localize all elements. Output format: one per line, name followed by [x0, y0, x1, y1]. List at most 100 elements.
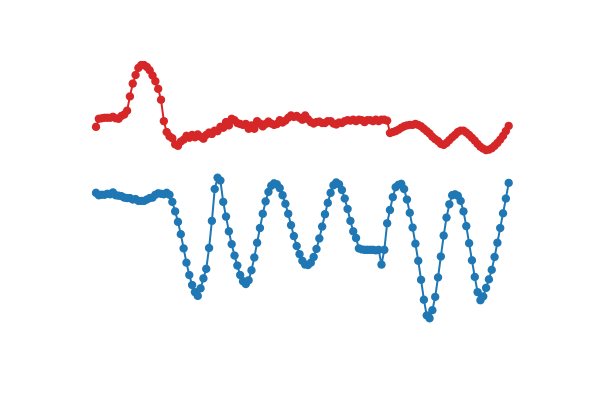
data-point: [414, 256, 423, 265]
data-point: [221, 212, 231, 221]
data-point: [445, 200, 454, 209]
data-point: [159, 116, 169, 126]
data-point: [176, 230, 185, 239]
data-point: [317, 222, 327, 231]
data-point: [490, 252, 499, 262]
data-point: [436, 252, 446, 261]
data-point: [151, 77, 160, 86]
data-point: [315, 234, 324, 243]
data-point: [402, 195, 412, 204]
data-point: [91, 122, 101, 132]
data-point: [439, 231, 448, 240]
data-point: [207, 216, 217, 226]
data-point: [442, 213, 451, 222]
data-point: [233, 261, 242, 270]
data-point: [484, 275, 494, 284]
data-point: [187, 280, 197, 290]
data-point: [340, 194, 349, 203]
data-point: [481, 283, 491, 293]
data-point: [467, 256, 477, 265]
data-point: [428, 306, 437, 315]
data-point: [258, 209, 267, 218]
data-point: [425, 314, 434, 323]
data-point: [309, 252, 318, 262]
data-point: [224, 121, 234, 130]
data-point: [250, 253, 259, 262]
data-point: [153, 84, 163, 94]
data-point: [326, 188, 335, 198]
data-point: [419, 295, 429, 304]
data-point: [385, 205, 395, 215]
data-point: [278, 191, 287, 200]
data-point: [281, 199, 290, 208]
data-point: [210, 184, 219, 194]
data-point: [388, 192, 397, 202]
data-point: [156, 95, 166, 104]
data-point: [252, 238, 262, 247]
data-point: [216, 176, 225, 185]
data-point: [433, 273, 443, 282]
series-0: [91, 60, 513, 155]
data-point: [498, 209, 508, 218]
data-point: [261, 197, 270, 206]
data-point: [286, 220, 296, 230]
data-point: [479, 292, 488, 301]
data-point: [292, 241, 301, 251]
data-point: [196, 284, 205, 293]
data-point: [230, 251, 239, 260]
data-point: [408, 223, 417, 232]
data-point: [487, 265, 496, 275]
data-point: [289, 231, 299, 241]
data-point: [337, 185, 347, 195]
data-point: [431, 292, 440, 302]
data-point: [295, 249, 304, 259]
data-point: [377, 260, 386, 269]
series-line: [95, 176, 510, 320]
data-point: [459, 207, 468, 216]
data-point: [247, 266, 256, 275]
series-1: [91, 173, 513, 323]
data-point: [504, 178, 513, 188]
data-point: [493, 238, 502, 247]
data-point: [224, 227, 234, 236]
data-point: [202, 264, 211, 274]
data-point: [312, 244, 321, 254]
plot-area: [91, 60, 513, 323]
data-point: [349, 227, 358, 236]
data-point: [456, 196, 465, 206]
data-point: [416, 275, 426, 284]
data-point: [320, 210, 330, 219]
data-point: [382, 219, 392, 228]
data-point: [131, 70, 140, 80]
data-point: [255, 223, 265, 233]
data-point: [464, 239, 474, 248]
data-point: [462, 221, 471, 231]
data-point: [227, 239, 236, 249]
data-point: [496, 223, 505, 233]
data-point: [204, 243, 214, 253]
data-point: [343, 204, 352, 214]
data-point: [168, 197, 177, 207]
data-point: [128, 79, 137, 88]
data-point: [275, 183, 284, 193]
data-point: [470, 272, 479, 282]
data-point: [199, 274, 208, 283]
data-point: [182, 258, 191, 267]
data-point: [405, 208, 414, 218]
data-point: [501, 194, 511, 203]
data-point: [219, 197, 228, 207]
data-point: [193, 291, 202, 301]
data-point: [185, 270, 194, 280]
data-point: [504, 121, 513, 131]
data-point: [122, 106, 132, 115]
data-point: [170, 207, 180, 216]
data-point: [346, 216, 355, 226]
data-point: [125, 92, 135, 101]
data-point: [323, 198, 332, 208]
data-point: [179, 244, 188, 253]
data-point: [382, 116, 392, 125]
data-point: [173, 217, 183, 227]
data-point: [250, 124, 259, 133]
data-point: [411, 239, 420, 248]
